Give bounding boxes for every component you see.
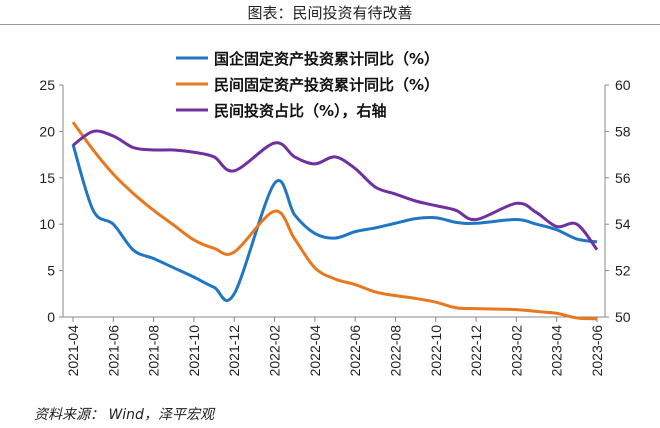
right-tick-label: 54 (615, 216, 631, 232)
x-tick-label: 2023-06 (589, 325, 605, 377)
right-tick-label: 52 (615, 263, 631, 279)
left-tick-label: 5 (47, 263, 55, 279)
x-tick-label: 2022-04 (307, 325, 323, 377)
series-line-2 (72, 129, 599, 251)
legend-label-1: 民间固定资产投资累计同比（%） (214, 76, 439, 94)
right-tick-label: 50 (615, 309, 631, 325)
source-note: 资料来源： Wind，泽平宏观 (34, 407, 214, 423)
right-tick-label: 58 (615, 123, 631, 139)
x-tick-label: 2021-12 (226, 325, 242, 377)
x-tick-label: 2021-10 (186, 325, 202, 377)
title-divider (0, 24, 660, 25)
left-tick-label: 25 (39, 77, 55, 93)
x-tick-label: 2021-06 (105, 325, 121, 377)
left-tick-label: 10 (39, 216, 55, 232)
x-tick-label: 2022-12 (468, 325, 484, 377)
x-tick-label: 2022-02 (267, 325, 283, 377)
x-tick-label: 2022-10 (428, 325, 444, 377)
legend-label-0: 国企固定资产投资累计同比（%） (214, 50, 439, 68)
chart-title: 图表：民间投资有待改善 (247, 4, 413, 22)
x-tick-label: 2022-06 (347, 325, 363, 377)
left-tick-label: 20 (39, 123, 55, 139)
x-tick-label: 2023-02 (508, 325, 524, 377)
x-tick-label: 2023-04 (549, 325, 565, 377)
left-tick-label: 15 (39, 170, 55, 186)
x-tick-label: 2021-08 (146, 325, 162, 377)
legend-label-2: 民间投资占比（%），右轴 (214, 102, 387, 120)
right-tick-label: 56 (615, 170, 631, 186)
x-tick-label: 2022-08 (387, 325, 403, 377)
x-tick-label: 2021-04 (65, 325, 81, 377)
right-tick-label: 60 (615, 77, 631, 93)
series-line-0 (71, 143, 598, 302)
left-tick-label: 0 (47, 309, 55, 325)
